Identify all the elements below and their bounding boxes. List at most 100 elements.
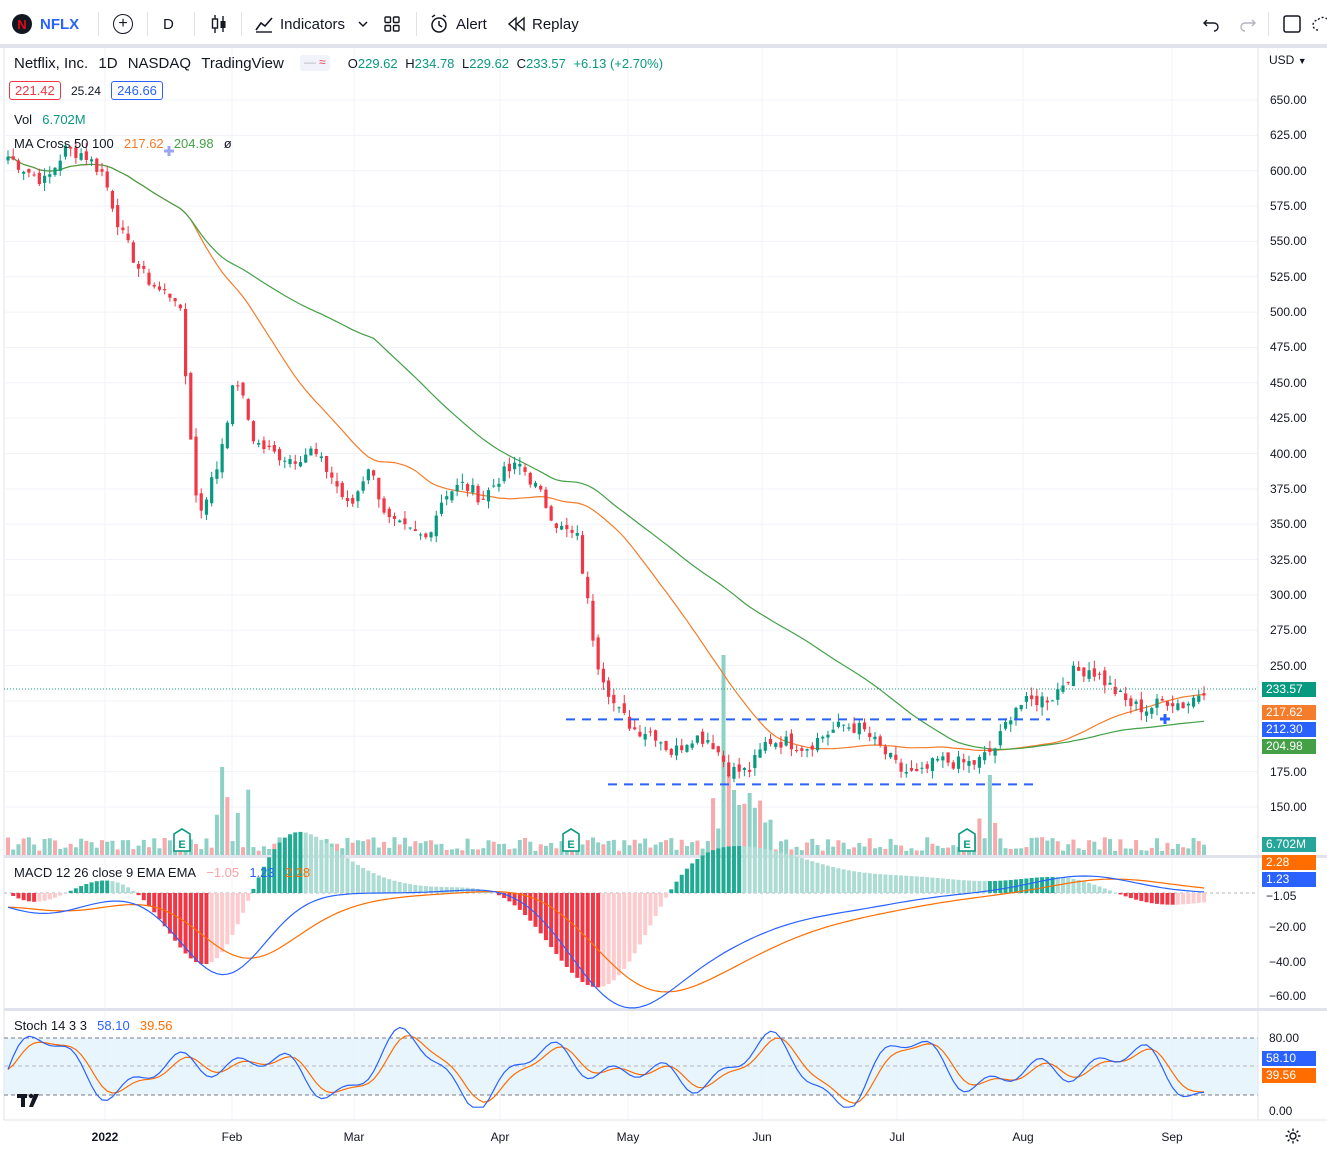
macd-histogram-bar	[925, 877, 930, 893]
candle-body	[42, 175, 47, 183]
volume-bar	[1128, 848, 1133, 855]
volume-bar	[1034, 837, 1039, 855]
candle-body	[1118, 690, 1123, 692]
candle-body	[377, 477, 381, 500]
volume-legend[interactable]: Vol 6.702M	[14, 111, 86, 128]
macd-histogram-bar	[507, 893, 512, 902]
volume-bar	[63, 847, 68, 855]
redo-button[interactable]	[1239, 9, 1257, 39]
candle-body	[956, 756, 961, 769]
buy-price-button[interactable]: 246.66	[111, 81, 163, 100]
grid-icon	[384, 16, 400, 32]
compare-button[interactable]: +	[113, 9, 133, 39]
macd-histogram-bar	[543, 893, 548, 941]
legend-status-badge[interactable]: — ≈	[299, 55, 330, 71]
stoch-axis-label: 0.00	[1269, 1104, 1293, 1118]
stoch-k-tag: 58.10	[1262, 1051, 1316, 1066]
macd-histogram-bar	[1066, 878, 1071, 893]
alert-label: Alert	[456, 15, 487, 33]
currency-selector[interactable]: USD ▼	[1269, 53, 1307, 67]
volume-bar	[141, 839, 146, 855]
macd-histogram-bar	[711, 850, 716, 893]
macd-histogram-bar	[16, 893, 21, 899]
volume-bar	[355, 840, 360, 855]
candle-body	[706, 740, 710, 743]
price-axis-label: 625.00	[1270, 128, 1307, 143]
high-value: 234.78	[414, 56, 455, 71]
candle-body	[889, 752, 893, 758]
macd-histogram-bar	[350, 861, 355, 893]
chart-type-button[interactable]	[208, 9, 230, 39]
cloud-button[interactable]	[1312, 9, 1327, 39]
volume-bar	[246, 789, 251, 855]
time-axis-label: Jul	[889, 1130, 905, 1144]
candle-body	[465, 484, 470, 491]
volume-bar	[1008, 848, 1013, 855]
macd-histogram-bar	[763, 848, 768, 893]
macd-histogram-bar	[355, 864, 360, 893]
settings-button[interactable]	[1284, 1127, 1302, 1150]
macd-histogram-bar	[298, 831, 303, 893]
macd-histogram-bar	[590, 893, 595, 987]
replay-button[interactable]: Replay	[508, 9, 579, 39]
candle-body	[1040, 696, 1044, 708]
interval-button[interactable]: D	[163, 9, 174, 39]
macd-histogram-bar	[852, 871, 857, 893]
volume-bar	[131, 849, 136, 855]
stoch-legend[interactable]: Stoch 14 3 3 58.10 39.56	[14, 1017, 172, 1034]
candle-body	[476, 485, 480, 503]
high-label: H	[405, 56, 415, 71]
volume-bar	[1055, 841, 1060, 855]
volume-bar	[622, 840, 627, 855]
volume-bar	[993, 822, 998, 855]
candle-body	[84, 151, 88, 160]
macd-histogram-bar	[120, 884, 125, 893]
macd-histogram-bar	[115, 882, 120, 893]
candle-body	[1129, 698, 1133, 707]
candle-body	[116, 205, 120, 228]
macd-histogram-bar	[387, 879, 392, 893]
volume-bar	[627, 845, 632, 855]
macd-histogram-bar	[632, 893, 637, 954]
macd-histogram-bar	[152, 893, 157, 913]
price-axis-label: 275.00	[1270, 623, 1307, 638]
layout-button[interactable]	[1282, 9, 1302, 39]
symbol-search[interactable]: N NFLX	[12, 9, 79, 39]
templates-button[interactable]	[383, 9, 401, 39]
macd-histogram-bar	[47, 893, 52, 900]
candle-body	[983, 752, 987, 761]
candle-body	[267, 445, 271, 448]
undo-button[interactable]	[1202, 9, 1220, 39]
macd-histogram-bar	[878, 874, 883, 893]
candle-body	[1144, 711, 1149, 716]
earnings-marker	[173, 828, 191, 852]
macd-histogram-bar	[758, 847, 763, 893]
ma-cross-marker	[164, 146, 174, 156]
macd-histogram-bar	[982, 881, 987, 893]
indicators-menu-button[interactable]	[356, 9, 370, 39]
ma-cross-legend[interactable]: MA Cross 50 100 217.62 204.98 ø	[14, 135, 232, 152]
macd-histogram-bar	[1123, 893, 1128, 897]
sell-price-button[interactable]: 221.42	[9, 81, 61, 100]
macd-histogram-bar	[622, 893, 627, 969]
macd-legend[interactable]: MACD 12 26 close 9 EMA EMA −1.05 1.23 2.…	[14, 864, 310, 881]
macd-histogram-bar	[690, 863, 695, 893]
macd-histogram-bar	[705, 852, 710, 893]
candle-body	[371, 470, 376, 476]
macd-histogram-bar	[1087, 882, 1092, 893]
alert-button[interactable]: Alert	[429, 9, 487, 39]
macd-histogram-bar	[836, 868, 841, 893]
eye-off-icon[interactable]: ø	[223, 136, 232, 151]
volume-bar	[841, 842, 846, 855]
volume-bar	[376, 847, 381, 855]
price-axis-label: 475.00	[1270, 340, 1307, 355]
volume-bar	[1050, 838, 1055, 855]
volume-bar	[653, 844, 658, 855]
indicators-button[interactable]: Indicators	[254, 9, 345, 39]
tradingview-logo[interactable]	[16, 1090, 44, 1110]
macd-histogram-bar	[1128, 893, 1133, 899]
macd-histogram-bar	[575, 893, 580, 978]
legend-exchange: NASDAQ	[127, 55, 192, 72]
